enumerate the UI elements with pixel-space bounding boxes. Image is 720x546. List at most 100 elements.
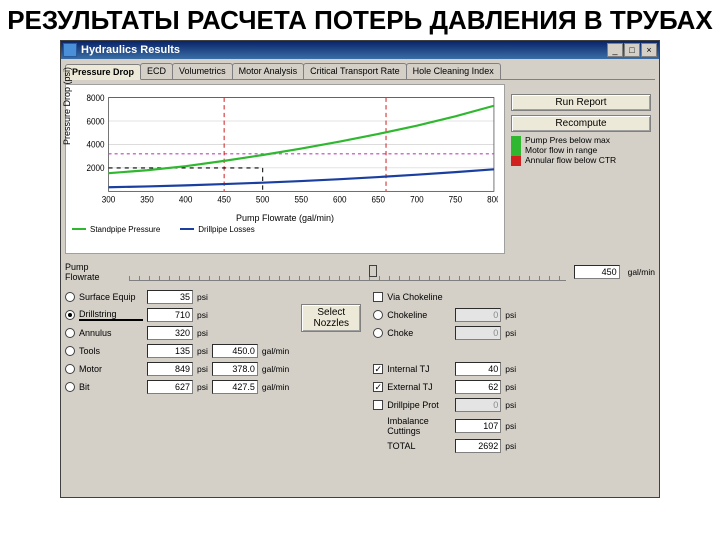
tab-hole-cleaning-index[interactable]: Hole Cleaning Index [406,63,501,79]
legend-label: Standpipe Pressure [90,225,160,234]
tab-bar: Pressure DropECDVolumetricsMotor Analysi… [65,63,655,80]
flowrate-value[interactable]: 450 [574,265,620,279]
radio-tools[interactable] [65,346,75,356]
svg-text:8000: 8000 [86,92,104,102]
svg-text:400: 400 [179,194,193,204]
status-color-icon [511,156,521,166]
right-row-drillpipe-prot: Drillpipe Prot0psi [373,398,516,413]
flowrate-unit: gal/min [628,267,655,277]
right-value[interactable]: 2692 [455,439,501,453]
status-annular-flow-below-ctr: Annular flow below CTR [511,156,651,166]
window-title: Hydraulics Results [81,44,607,56]
radio-choke[interactable] [373,328,383,338]
radio-annulus[interactable] [65,328,75,338]
tab-pressure-drop[interactable]: Pressure Drop [65,64,141,80]
loss-breakdown-right: Via ChokelineChokeline0psiChoke0psiInter… [373,290,516,454]
loss-row-motor: Motor849psi378.0gal/min [65,362,289,377]
legend-swatch [180,228,194,230]
check-drillpipe-prot[interactable] [373,400,383,410]
status-color-icon [511,136,521,146]
loss-label: Tools [79,346,143,356]
slider-label: Pump Flowrate [65,262,121,282]
tab-ecd[interactable]: ECD [140,63,173,79]
right-row-choke: Choke0psi [373,326,516,341]
tab-critical-transport-rate[interactable]: Critical Transport Rate [303,63,407,79]
loss-label: Bit [79,382,143,392]
chart-legend: Standpipe Pressure Drillpipe Losses [72,225,498,234]
check-via-chokeline[interactable] [373,292,383,302]
radio-surface-equip[interactable] [65,292,75,302]
svg-text:550: 550 [294,194,308,204]
radio-motor[interactable] [65,364,75,374]
right-row-total: TOTAL2692psi [373,439,516,454]
right-label: Imbalance Cuttings [387,416,451,436]
chart-ylabel: Pressure Drop (psi) [62,67,72,145]
right-label: Chokeline [387,310,451,320]
loss-value[interactable]: 35 [147,290,193,304]
loss-value[interactable]: 135 [147,344,193,358]
right-label: Internal TJ [387,364,451,374]
right-value: 0 [455,398,501,412]
svg-text:750: 750 [449,194,463,204]
maximize-button[interactable]: □ [624,43,640,57]
right-value: 0 [455,326,501,340]
radio-bit[interactable] [65,382,75,392]
legend-label: Drillpipe Losses [198,225,254,234]
loss-value-2[interactable]: 450.0 [212,344,258,358]
loss-value[interactable]: 627 [147,380,193,394]
slider-thumb[interactable] [369,265,377,277]
app-window: Hydraulics Results _ □ × Pressure DropEC… [60,40,660,498]
right-value[interactable]: 62 [455,380,501,394]
loss-row-surface-equip: Surface Equip35psi [65,290,289,305]
flowrate-slider[interactable] [129,263,566,281]
loss-label: Drillstring [79,309,143,321]
right-label: TOTAL [387,441,451,451]
radio-drillstring[interactable] [65,310,75,320]
page-heading: РЕЗУЛЬТАТЫ РАСЧЕТА ПОТЕРЬ ДАВЛЕНИЯ В ТРУ… [0,6,720,36]
loss-label: Motor [79,364,143,374]
loss-label: Annulus [79,328,143,338]
tab-volumetrics[interactable]: Volumetrics [172,63,233,79]
status-label: Annular flow below CTR [525,156,616,165]
svg-text:800: 800 [487,194,498,204]
loss-value[interactable]: 320 [147,326,193,340]
right-value: 0 [455,308,501,322]
svg-text:4000: 4000 [86,139,104,149]
recompute-button[interactable]: Recompute [511,115,651,132]
svg-text:500: 500 [256,194,270,204]
status-label: Motor flow in range [525,146,597,155]
right-label: Via Chokeline [387,292,451,302]
svg-text:300: 300 [102,194,116,204]
radio-chokeline[interactable] [373,310,383,320]
check-internal-tj[interactable] [373,364,383,374]
svg-text:700: 700 [410,194,424,204]
loss-value-2[interactable]: 427.5 [212,380,258,394]
svg-text:600: 600 [333,194,347,204]
loss-value[interactable]: 849 [147,362,193,376]
loss-label: Surface Equip [79,292,143,302]
right-label: Drillpipe Prot [387,400,451,410]
close-button[interactable]: × [641,43,657,57]
right-value[interactable]: 107 [455,419,501,433]
svg-text:350: 350 [140,194,154,204]
loss-value-2[interactable]: 378.0 [212,362,258,376]
right-label: External TJ [387,382,451,392]
right-label: Choke [387,328,451,338]
right-row-external-tj: External TJ62psi [373,380,516,395]
tab-motor-analysis[interactable]: Motor Analysis [232,63,305,79]
app-icon [63,43,77,57]
check-external-tj[interactable] [373,382,383,392]
titlebar: Hydraulics Results _ □ × [61,41,659,59]
loss-value[interactable]: 710 [147,308,193,322]
pump-flowrate-slider-row: Pump Flowrate 450 gal/min [65,262,655,282]
svg-text:450: 450 [217,194,231,204]
loss-row-annulus: Annulus320psi [65,326,289,341]
run-report-button[interactable]: Run Report [511,94,651,111]
right-row-via-chokeline: Via Chokeline [373,290,516,305]
legend-swatch [72,228,86,230]
minimize-button[interactable]: _ [607,43,623,57]
svg-text:650: 650 [372,194,386,204]
right-value[interactable]: 40 [455,362,501,376]
select-nozzles-button[interactable]: Select Nozzles [301,304,361,332]
pressure-drop-chart: Pressure Drop (psi) 20004000600080003003… [65,84,505,254]
